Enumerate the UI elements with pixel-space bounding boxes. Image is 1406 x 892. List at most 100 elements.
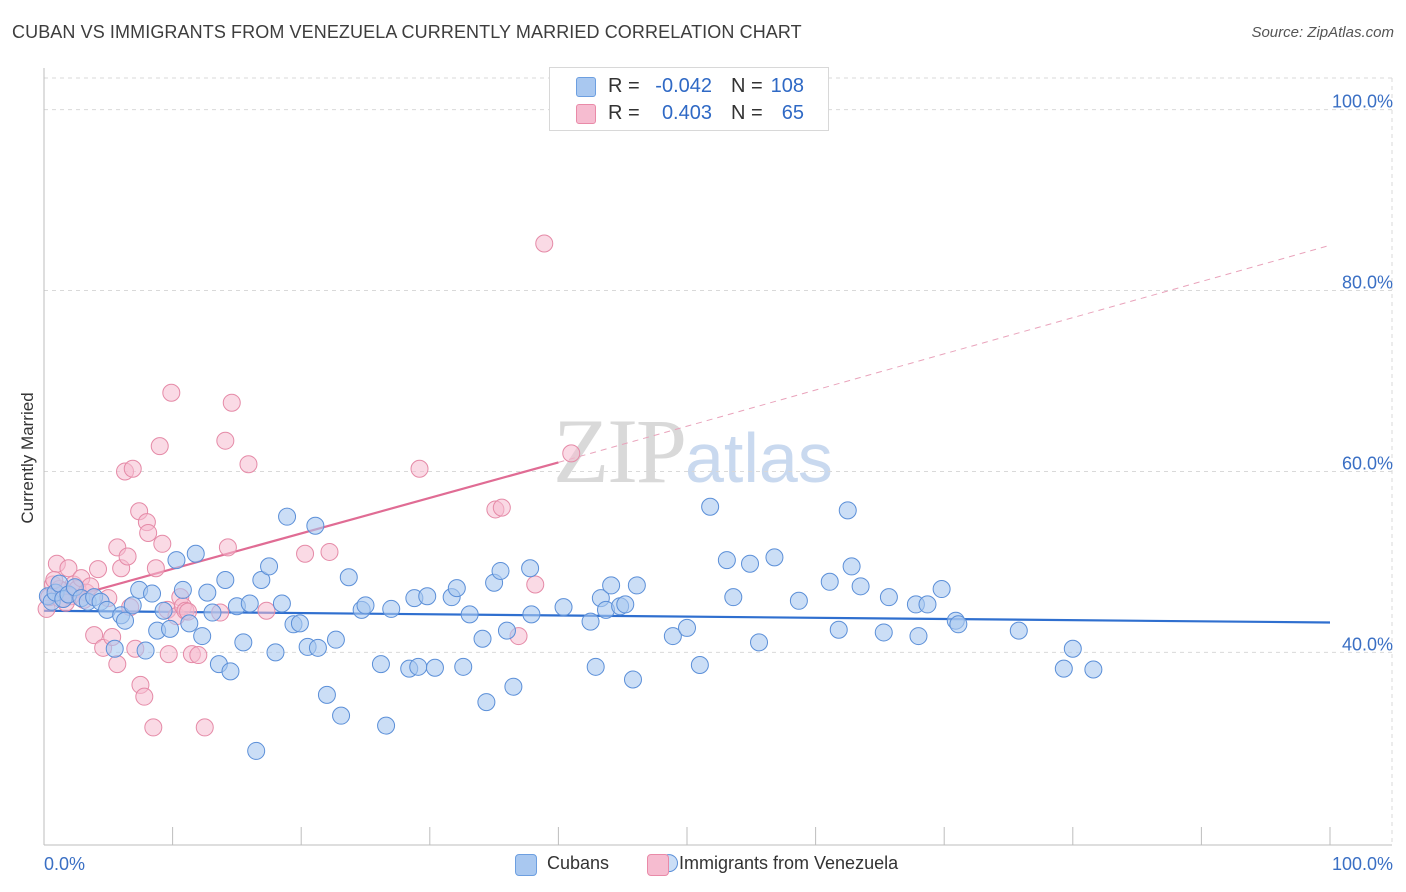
- x-tick-label: 100.0%: [1332, 854, 1393, 874]
- venezuela-point: [139, 523, 158, 542]
- cubans-point: [123, 596, 142, 615]
- cubans-point: [602, 576, 621, 595]
- venezuela-point: [216, 431, 235, 450]
- cubans-point: [425, 658, 444, 677]
- cubans-point: [521, 559, 540, 578]
- cubans-point: [820, 572, 839, 591]
- cubans-point: [690, 656, 709, 675]
- venezuela-point: [222, 393, 241, 412]
- y-tick-label: 100.0%: [1332, 92, 1393, 112]
- cubans-point: [554, 598, 573, 617]
- cubans-point: [504, 677, 523, 696]
- cubans-point: [143, 584, 162, 603]
- cubans-point: [701, 497, 720, 516]
- trend-lines: [43, 244, 1331, 624]
- cubans-point: [240, 594, 259, 613]
- venezuela-points: [37, 234, 581, 737]
- cubans-point: [252, 570, 271, 589]
- venezuela-point: [150, 437, 169, 456]
- cubans-point: [586, 657, 605, 676]
- cubans-point: [382, 599, 401, 618]
- cubans-points: [38, 497, 1103, 873]
- cubans-point: [203, 603, 222, 622]
- cubans-point: [167, 551, 186, 570]
- venezuela-point: [162, 383, 181, 402]
- cubans-point: [221, 662, 240, 681]
- cubans-point: [306, 516, 325, 535]
- tick-labels: 100.0% 80.0% 60.0% 40.0% 0.0% 100.0%: [44, 92, 1393, 874]
- venezuela-trend-line: [43, 461, 559, 606]
- venezuela-point: [320, 542, 339, 561]
- r-label: R =: [608, 102, 640, 124]
- n-label: N =: [731, 75, 763, 97]
- cubans-point: [909, 627, 928, 646]
- cubans-point: [260, 557, 279, 576]
- n-value: 65: [781, 102, 804, 124]
- cubans-point: [161, 619, 180, 638]
- x-tick-label: 0.0%: [44, 854, 85, 874]
- r-label: R =: [608, 75, 640, 97]
- venezuela-point: [410, 459, 429, 478]
- y-tick-label: 60.0%: [1342, 453, 1393, 473]
- venezuela-point: [562, 444, 581, 463]
- cubans-point: [116, 611, 135, 630]
- cubans-point: [186, 544, 205, 563]
- stats-legend: R = -0.042 N = 108 R = 0.403 N = 65: [549, 67, 829, 131]
- cubans-point: [332, 706, 351, 725]
- cubans-point: [377, 716, 396, 735]
- cubans-point: [477, 693, 496, 712]
- cubans-point: [842, 557, 861, 576]
- venezuela-point: [239, 455, 258, 474]
- venezuela-point: [492, 498, 511, 517]
- cubans-point: [272, 594, 291, 613]
- venezuela-point: [85, 626, 104, 645]
- cubans-point: [317, 685, 336, 704]
- cubans-point: [105, 639, 124, 658]
- r-value: -0.042: [655, 75, 712, 97]
- n-value: 108: [770, 75, 804, 97]
- venezuela-point: [89, 560, 108, 579]
- source-credit: Source: ZipAtlas.com: [1251, 24, 1394, 41]
- cubans-point: [522, 605, 541, 624]
- cubans-point: [851, 577, 870, 596]
- cubans-point: [247, 741, 266, 760]
- cubans-point: [497, 621, 516, 640]
- cubans-point: [193, 627, 212, 646]
- venezuela-trend-extension: [558, 244, 1331, 463]
- cubans-point: [616, 595, 635, 614]
- venezuela-point: [257, 601, 276, 620]
- cubans-point: [290, 614, 309, 633]
- legend-label: Immigrants from Venezuela: [679, 853, 899, 873]
- venezuela-swatch: [576, 104, 596, 124]
- cubans-point: [308, 638, 327, 657]
- r-value: 0.403: [661, 102, 712, 124]
- cubans-point: [1054, 659, 1073, 678]
- venezuela-point: [144, 718, 163, 737]
- cubans-point: [829, 620, 848, 639]
- cubans-point: [879, 588, 898, 607]
- cubans-point: [765, 548, 784, 567]
- legend-row-venezuela: R = 0.403 N = 65: [550, 101, 828, 127]
- legend-row-cubans: R = -0.042 N = 108: [550, 74, 828, 100]
- cubans-point: [326, 630, 345, 649]
- venezuela-point: [59, 559, 78, 578]
- cubans-point: [581, 612, 600, 631]
- cubans-point: [447, 579, 466, 598]
- cubans-point: [454, 657, 473, 676]
- cubans-point: [1009, 621, 1028, 640]
- series-legend: Cubans Immigrants from Venezuela: [0, 852, 1406, 878]
- cubans-point: [339, 568, 358, 587]
- cubans-point: [491, 561, 510, 580]
- cubans-point: [663, 627, 682, 646]
- venezuela-point: [189, 646, 208, 665]
- venezuela-point: [135, 687, 154, 706]
- venezuela-point: [159, 645, 178, 664]
- cubans-point: [838, 501, 857, 520]
- cubans-point: [216, 570, 235, 589]
- cubans-point: [278, 507, 297, 526]
- cubans-point: [1063, 639, 1082, 658]
- cubans-legend-swatch: [515, 854, 537, 876]
- cubans-point: [1084, 660, 1103, 679]
- cubans-point: [623, 670, 642, 689]
